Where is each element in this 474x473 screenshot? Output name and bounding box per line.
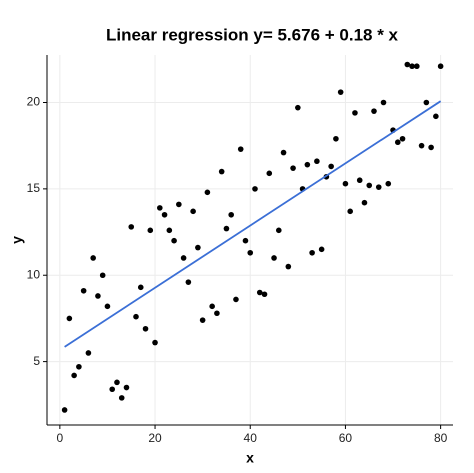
point bbox=[385, 180, 392, 187]
point bbox=[418, 142, 425, 149]
point bbox=[152, 339, 158, 346]
point bbox=[166, 227, 173, 234]
point bbox=[275, 227, 282, 234]
point bbox=[409, 63, 415, 70]
point bbox=[318, 246, 325, 253]
point bbox=[133, 313, 139, 320]
point bbox=[433, 113, 439, 120]
point bbox=[414, 63, 420, 70]
point bbox=[95, 293, 101, 299]
y-tick-label: 10 bbox=[27, 267, 41, 281]
point bbox=[209, 303, 215, 310]
point bbox=[99, 272, 106, 279]
point bbox=[428, 144, 434, 151]
point bbox=[157, 205, 163, 211]
point bbox=[399, 135, 406, 142]
point bbox=[114, 379, 120, 386]
point bbox=[109, 386, 116, 393]
x-tick-label: 40 bbox=[244, 431, 258, 445]
point bbox=[304, 161, 311, 168]
point bbox=[423, 99, 430, 106]
point bbox=[61, 407, 68, 413]
point bbox=[171, 237, 177, 244]
point bbox=[195, 244, 201, 251]
point bbox=[380, 99, 387, 106]
point bbox=[242, 237, 249, 244]
point bbox=[233, 296, 239, 303]
point bbox=[90, 255, 96, 261]
point bbox=[71, 372, 77, 379]
y-axis-title: y bbox=[9, 236, 25, 244]
point bbox=[180, 255, 187, 261]
point bbox=[223, 225, 230, 232]
y-tick-label: 5 bbox=[33, 354, 40, 368]
point bbox=[352, 110, 358, 116]
y-tick-label: 20 bbox=[27, 95, 41, 109]
point bbox=[371, 108, 377, 114]
point bbox=[137, 284, 144, 291]
point bbox=[161, 211, 168, 218]
regression-line bbox=[64, 100, 442, 348]
point bbox=[337, 89, 344, 95]
point bbox=[128, 224, 135, 230]
point bbox=[404, 61, 411, 68]
point bbox=[280, 149, 287, 156]
x-tick-label: 60 bbox=[339, 431, 353, 445]
x-axis-title: x bbox=[246, 450, 254, 466]
point bbox=[190, 208, 196, 215]
point bbox=[218, 168, 225, 175]
point bbox=[66, 315, 73, 322]
y-tick-label: 15 bbox=[27, 181, 41, 195]
x-tick-label: 0 bbox=[57, 431, 64, 445]
point bbox=[204, 189, 211, 196]
point bbox=[295, 104, 301, 111]
point bbox=[333, 135, 339, 142]
point bbox=[290, 165, 296, 171]
point bbox=[237, 146, 244, 152]
point bbox=[76, 363, 82, 370]
point bbox=[361, 199, 368, 206]
point bbox=[85, 350, 92, 356]
point bbox=[118, 395, 125, 401]
x-tick-label: 20 bbox=[148, 431, 162, 445]
point bbox=[147, 227, 154, 234]
point bbox=[394, 139, 401, 146]
point bbox=[375, 184, 382, 190]
point bbox=[142, 325, 149, 332]
point bbox=[266, 170, 273, 177]
point bbox=[309, 249, 315, 256]
point bbox=[123, 384, 130, 391]
point bbox=[176, 201, 182, 208]
point bbox=[185, 279, 192, 285]
point bbox=[252, 186, 258, 192]
point bbox=[261, 291, 268, 298]
point bbox=[214, 310, 220, 317]
point bbox=[328, 163, 334, 170]
point bbox=[256, 289, 263, 296]
point bbox=[271, 255, 277, 261]
point bbox=[366, 182, 373, 189]
point bbox=[104, 303, 111, 310]
point bbox=[342, 180, 349, 187]
point bbox=[437, 63, 444, 70]
point bbox=[199, 317, 206, 323]
x-tick-label: 80 bbox=[434, 431, 448, 445]
point bbox=[314, 158, 320, 165]
point bbox=[285, 263, 292, 270]
point bbox=[80, 287, 87, 294]
point bbox=[356, 177, 363, 184]
point bbox=[347, 208, 353, 215]
point bbox=[247, 249, 254, 256]
point bbox=[228, 211, 234, 218]
chart-title: Linear regression y= 5.676 + 0.18 * x bbox=[106, 25, 399, 44]
